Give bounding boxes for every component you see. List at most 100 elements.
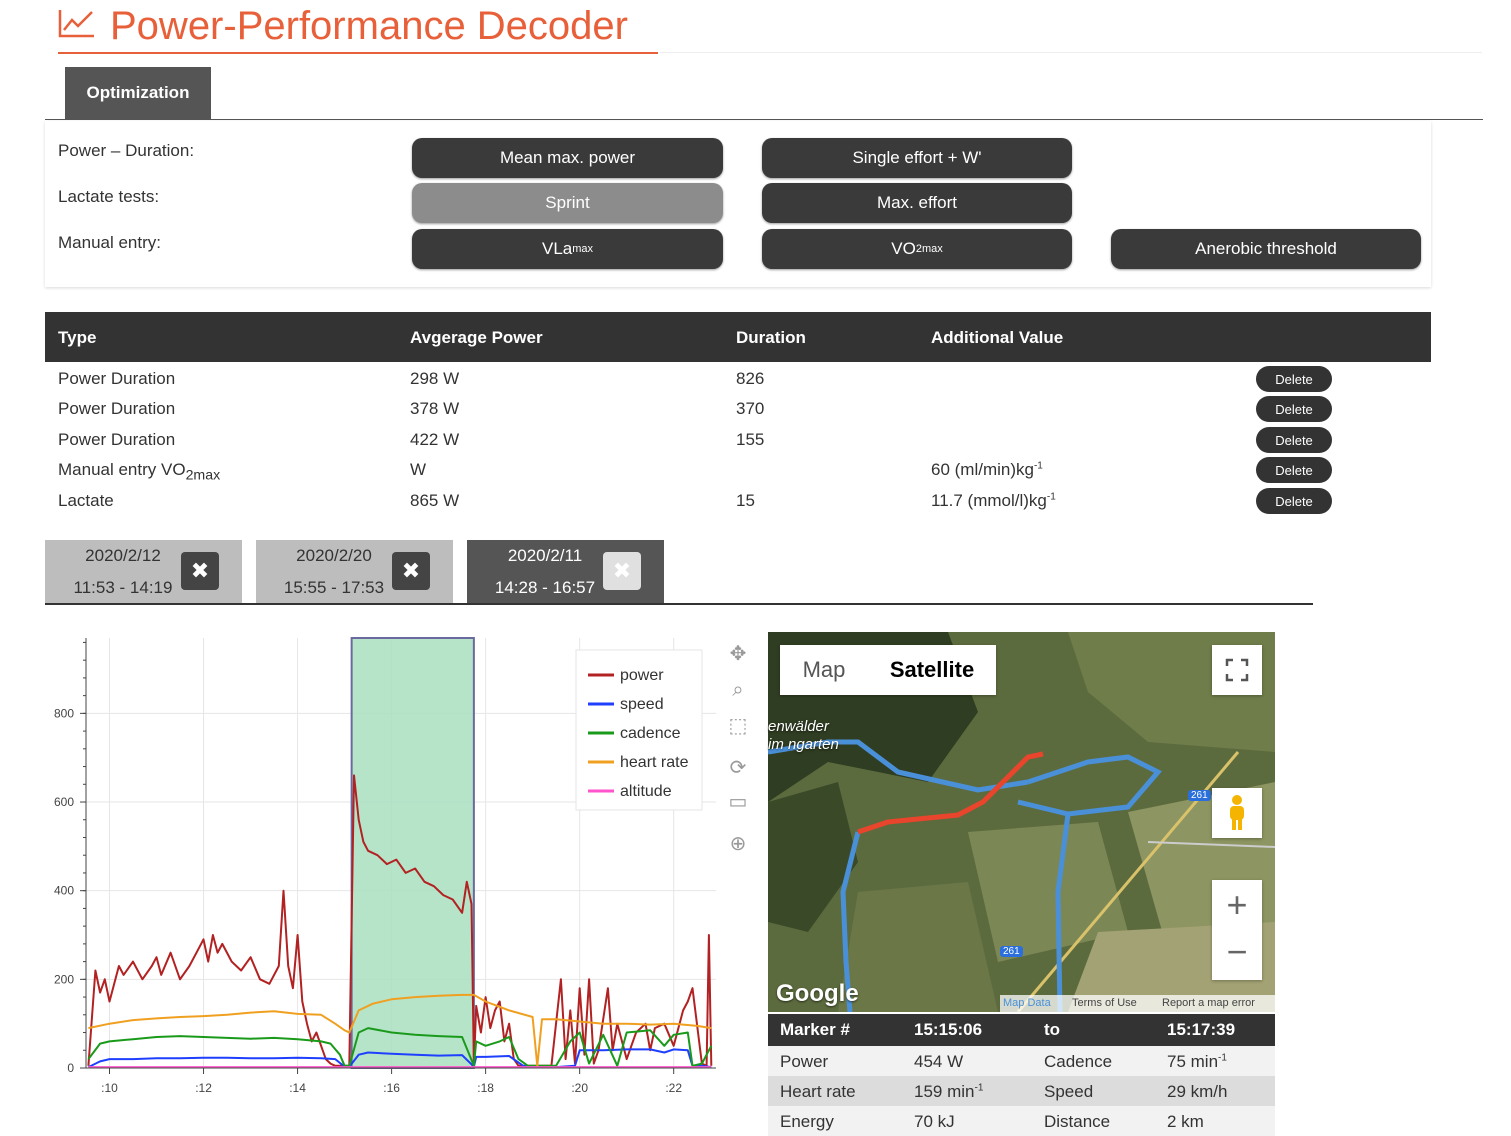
legend-label: heart rate [620,754,689,771]
x-tick-label: :14 [289,1081,306,1095]
session-tab-active[interactable]: 2020/2/11 14:28 - 16:57 ✖ [467,540,664,603]
delete-button[interactable]: Delete [1256,366,1332,392]
y-tick-label: 200 [54,972,74,986]
page-header: Power-Performance Decoder [58,4,658,54]
vo2max-button[interactable]: VO 2max [762,229,1072,269]
vlamax-label: VLa [541,239,573,258]
map-data-link[interactable]: Map Data [1003,997,1051,1009]
info-value: 29 km/h [1167,1082,1228,1101]
vo2max-label: VO [891,239,916,258]
legend-label: speed [620,696,664,713]
table-cell-type: Power Duration [58,369,176,388]
save-icon[interactable]: ▭ [728,791,748,813]
marker-info-header: Marker # 15:15:06 to 15:17:39 [768,1014,1275,1046]
x-tick-label: :12 [195,1081,212,1095]
session-time: 14:28 - 16:57 [494,578,596,597]
session-date: 2020/2/12 [85,546,161,565]
legend-label: cadence [620,725,681,742]
sprint-button[interactable]: Sprint [412,183,723,223]
fullscreen-icon[interactable] [1212,645,1262,695]
close-icon[interactable]: ✖ [181,552,219,590]
series-line-heart-rate [88,993,712,1067]
manual-entry-label: Manual entry: [58,233,161,252]
google-logo: Google [776,980,859,1007]
value-text: 159 min [914,1082,975,1101]
table-cell-additional: 11.7 (mmol/l)kg-1 [931,491,1056,511]
chart-toolbar: ✥ ⌕ ⬚ ⟳ ▭ ⊕ [722,640,754,860]
marker-end: 15:17:39 [1167,1020,1236,1039]
delete-button[interactable]: Delete [1256,457,1332,483]
table-cell-type: Power Duration [58,430,176,449]
selection-box [350,637,475,1069]
table-cell-power: 378 W [410,399,460,418]
additional-sup: -1 [1033,460,1043,472]
close-icon[interactable]: ✖ [603,552,641,590]
session-time: 11:53 - 14:19 [73,578,173,597]
map-type-map-button[interactable]: Map [802,657,846,682]
zoom-icon[interactable]: ⌕ [732,679,744,701]
vlamax-button[interactable]: VLa max [412,229,723,269]
table-cell-power: 422 W [410,430,460,449]
map-type-satellite-button[interactable]: Satellite [889,657,975,682]
hover-icon[interactable]: ⊕ [729,833,747,855]
lactate-tests-label: Lactate tests: [58,187,160,206]
map-footer: Map Data Terms of Use Report a map error [1000,995,1275,1012]
x-tick-label: :16 [383,1081,400,1095]
legend-label: altitude [620,783,672,800]
table-cell-duration: 15 [736,491,755,510]
max-effort-button[interactable]: Max. effort [762,183,1072,223]
power-duration-label: Power – Duration: [58,141,195,160]
street-view-pegman-icon[interactable] [1212,788,1262,838]
table-cell-duration: 370 [736,399,765,418]
info-value: 159 min-1 [914,1082,983,1102]
zoom-in-button[interactable]: + [1226,884,1248,925]
map-type-control: Map Satellite [780,645,996,695]
workout-chart[interactable]: 0 200 400 600 800:10:12:14:16:18:20:22 power s… [40,628,722,1118]
delete-button[interactable]: Delete [1256,396,1332,422]
terms-link[interactable]: Terms of Use [1072,997,1137,1009]
type-sub: 2max [185,467,221,484]
col-duration: Duration [736,328,806,347]
table-cell-power: W [410,460,427,479]
series-line-power [87,774,713,1067]
series-line-cadence [87,1027,713,1067]
line-chart-icon [58,10,94,38]
session-time: 15:55 - 17:53 [283,578,385,597]
report-error-link[interactable]: Report a map error [1162,997,1255,1009]
close-icon[interactable]: ✖ [392,552,430,590]
x-tick-label: :10 [101,1081,118,1095]
col-additional-value: Additional Value [931,328,1064,347]
anaerobic-threshold-button[interactable]: Anerobic threshold [1111,229,1421,269]
marker-label: Marker # [780,1020,850,1039]
session-tab[interactable]: 2020/2/20 15:55 - 17:53 ✖ [256,540,453,603]
additional-text: 60 (ml/min)kg [931,460,1034,479]
page-title: Power-Performance Decoder [110,4,628,48]
info-label: Heart rate [780,1082,856,1101]
session-tab[interactable]: 2020/2/12 11:53 - 14:19 ✖ [45,540,242,603]
info-value: 454 W [914,1052,964,1071]
zoom-out-button[interactable]: − [1226,931,1248,972]
session-date: 2020/2/20 [296,546,372,565]
marker-info-row: Energy 70 kJ Distance 2 km [768,1106,1275,1136]
info-label: Cadence [1044,1052,1113,1071]
single-effort-button[interactable]: Single effort + W' [762,138,1072,178]
pegman-glyph [1230,795,1244,830]
value-sup: -1 [974,1082,984,1094]
info-label: Distance [1044,1112,1111,1131]
mean-max-power-button[interactable]: Mean max. power [412,138,723,178]
table-cell-type: Power Duration [58,399,176,418]
delete-button[interactable]: Delete [1256,488,1332,514]
tab-optimization[interactable]: Optimization [65,67,211,119]
box-select-icon[interactable]: ⬚ [728,715,748,737]
additional-sup: -1 [1046,491,1056,503]
marker-to: to [1044,1020,1061,1039]
header-divider [660,52,1482,53]
reset-icon[interactable]: ⟳ [729,757,747,779]
delete-button[interactable]: Delete [1256,427,1332,453]
type-text: Manual entry VO [58,460,186,479]
pan-icon[interactable]: ✥ [729,643,747,665]
marker-info-row: Power 454 W Cadence 75 min-1 [768,1046,1275,1076]
value-sup: -1 [1218,1052,1227,1064]
additional-text: 11.7 (mmol/l)kg [931,491,1047,510]
road-badge: 261 [1000,946,1023,957]
